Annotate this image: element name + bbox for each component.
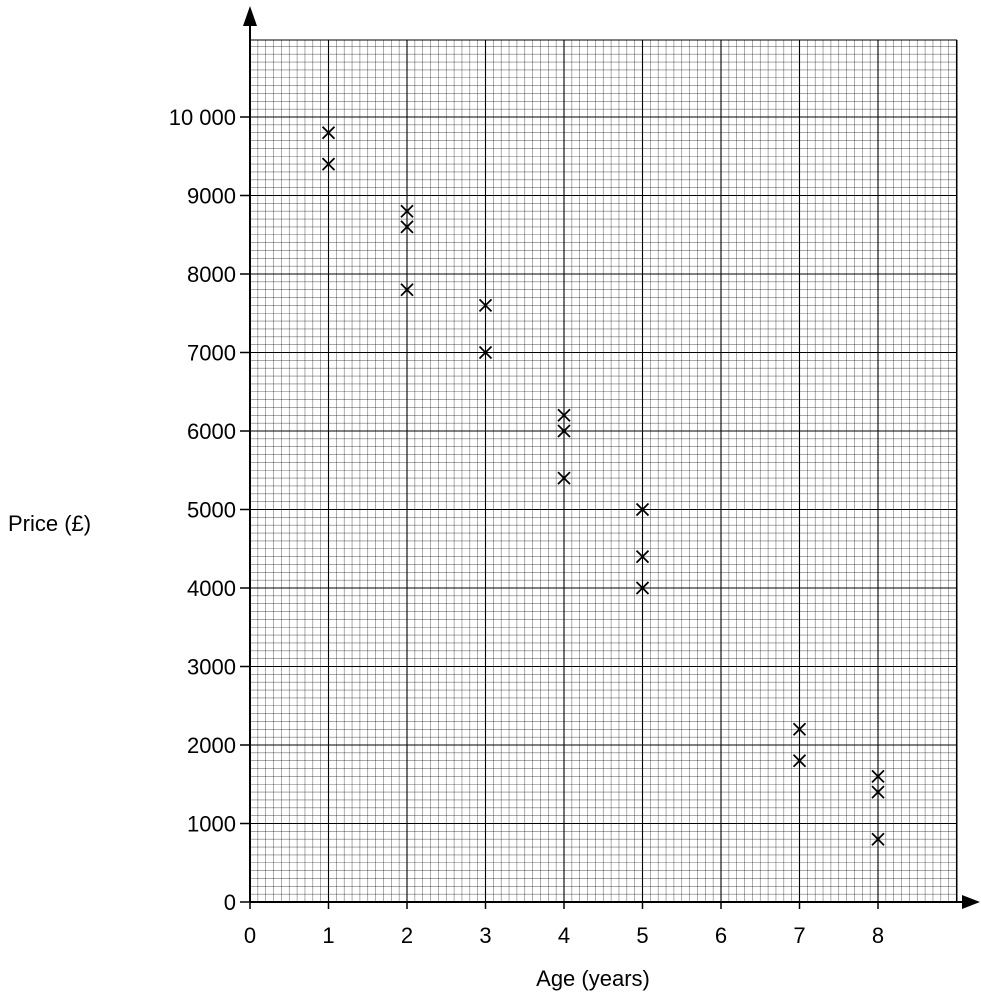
data-point-stroke [557, 471, 571, 485]
data-point [792, 722, 807, 736]
y-tick-label: 1000 [187, 812, 236, 837]
data-point-stroke [557, 408, 571, 422]
x-axis-arrow [962, 895, 980, 909]
x-tick-label: 5 [636, 923, 648, 948]
data-point-stroke [321, 157, 336, 171]
data-point [871, 785, 885, 799]
y-tick-label: 6000 [187, 419, 236, 444]
y-tick-label: 0 [224, 890, 236, 915]
y-tick-label: 2000 [187, 733, 236, 758]
y-axis-label: Price (£) [8, 511, 91, 536]
data-point-stroke [871, 769, 885, 784]
x-tick-label: 1 [322, 923, 334, 948]
data-point [792, 754, 807, 768]
data-point [321, 126, 336, 140]
data-point-stroke [792, 722, 807, 736]
x-tick-label: 6 [715, 923, 727, 948]
data-point-stroke [478, 345, 493, 360]
data-point [321, 157, 336, 171]
major-gridlines [250, 39, 958, 902]
y-tick-label: 7000 [187, 341, 236, 366]
data-point-stroke [635, 549, 650, 564]
data-point [871, 832, 885, 846]
data-point [478, 298, 493, 313]
data-point-stroke [400, 204, 414, 218]
data-point [557, 471, 571, 485]
data-point-stroke [321, 126, 336, 140]
data-point [635, 502, 650, 517]
data-point [400, 283, 414, 297]
data-points [321, 126, 885, 846]
data-point-stroke [635, 502, 650, 517]
data-point [635, 549, 650, 564]
x-tick-label: 7 [793, 923, 805, 948]
y-tick-label: 9000 [187, 184, 236, 209]
data-point [557, 408, 571, 422]
data-point-stroke [400, 283, 414, 297]
x-tick-label: 8 [872, 923, 884, 948]
x-tick-label: 3 [479, 923, 491, 948]
data-point-stroke [871, 832, 885, 846]
y-tick-label: 5000 [187, 498, 236, 523]
data-point-stroke [792, 754, 807, 768]
y-tick-label: 8000 [187, 262, 236, 287]
y-tick-label: 3000 [187, 655, 236, 680]
data-point [400, 204, 414, 218]
data-point [478, 345, 493, 360]
data-point-stroke [635, 581, 650, 595]
x-axis-label: Age (years) [536, 966, 650, 991]
data-point [400, 220, 414, 234]
data-point-stroke [400, 220, 414, 234]
x-tick-label: 0 [244, 923, 256, 948]
data-point [557, 424, 571, 438]
minor-gridlines [249, 40, 957, 903]
y-axis-arrow [243, 6, 257, 26]
data-point [635, 581, 650, 595]
data-point [871, 769, 885, 784]
axes [240, 6, 980, 909]
data-point-stroke [557, 424, 571, 438]
y-tick-labels: 0 1000 2000 3000 4000 5000 6000 7000 8000 9000 10 … [169, 105, 236, 915]
x-tick-label: 4 [558, 923, 570, 948]
y-tick-label: 4000 [187, 576, 236, 601]
x-tick-label: 2 [401, 923, 413, 948]
x-tick-labels: 0 1 2 3 4 5 6 7 8 [244, 923, 884, 948]
data-point-stroke [871, 785, 885, 799]
data-point-stroke [478, 298, 493, 313]
y-tick-label: 10 000 [169, 105, 236, 130]
